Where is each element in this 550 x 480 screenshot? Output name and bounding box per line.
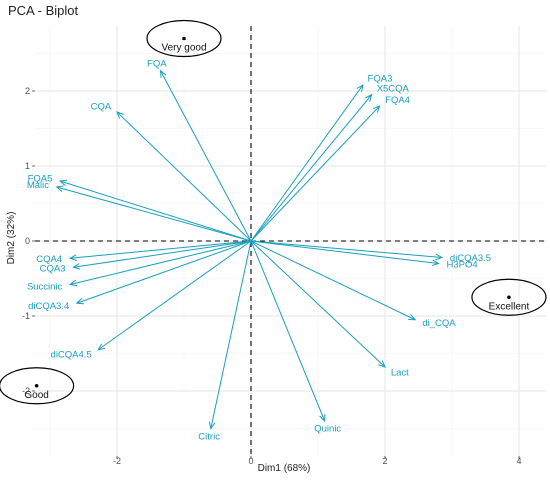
variable-label: FQA [147,59,167,70]
variable-arrow [210,240,252,429]
arrow-head [435,253,444,261]
variable-arrow [250,240,439,264]
arrow-head [116,111,124,119]
individual-ellipse [146,19,222,58]
variable-arrow [56,186,252,242]
individual-point [507,295,511,300]
variable-arrow [97,240,252,351]
individual-ellipse [0,367,75,405]
variable-arrow [69,240,252,285]
arrow-head [378,360,386,368]
arrow-head [159,69,167,78]
individual-label: Very good [161,43,206,54]
variable-label: Malic [27,180,49,191]
y-tick-label: -2 [22,386,30,396]
variable-label: CQA3 [40,263,66,274]
variable-label: diCQA3.5 [450,253,491,264]
variable-label: H3PO4 [447,259,478,270]
variable-arrow [250,105,381,242]
arrow-head [58,179,68,187]
variable-label: Succinic [27,281,63,292]
variable-label: di_CQA [422,318,456,329]
variable-arrow [73,240,252,268]
x-tick-label: 0 [248,456,253,466]
chart-title: PCA - Biplot [8,3,78,18]
variable-label: Quinic [314,423,341,434]
variable-arrow [250,94,372,242]
variable-label: FQA4 [385,95,410,106]
arrow-head [372,105,381,113]
arrow-head [356,84,364,92]
variable-label: Citric [198,431,220,442]
variable-label: X5CQA [377,84,410,95]
variable-arrow [250,240,416,321]
variable-arrow [160,70,252,242]
arrow-head [408,314,417,321]
y-tick-label: 1 [25,161,30,171]
zero-lines [35,26,546,456]
variable-arrow [250,84,364,242]
x-axis-label: Dim1 (68%) [258,463,311,474]
variable-label: diCQA3.4 [28,301,69,312]
axis-ticks: -2 0 2 4 -2 -1 0 1 2 [22,86,522,466]
arrow-head [55,185,64,192]
variable-arrow [116,111,252,242]
variable-arrow [70,240,252,259]
arrow-head [68,254,77,261]
arrow-head [75,298,84,305]
individual-point [182,36,186,41]
variable-label: Lact [391,367,409,378]
variable-arrow [250,240,326,422]
individual-points: Very good Excellent Good [0,19,547,405]
variable-label: diCQA4.5 [51,349,92,360]
variable-label: FQA3 [368,73,393,84]
x-tick-label: -2 [113,456,121,466]
arrow-head [208,421,216,430]
arrow-head [68,279,78,287]
individual-point [34,383,39,388]
y-tick-label: 2 [25,86,30,96]
arrow-head [72,263,81,270]
variable-arrow [250,240,386,368]
variable-arrow [250,240,442,258]
individual-ellipse [471,278,547,316]
arrow-head [431,259,440,267]
x-tick-label: 2 [382,456,387,466]
variable-label: FQA5 [28,174,53,185]
arrow-head [365,93,373,102]
variable-label: CQA [91,101,112,112]
individual-label: Excellent [489,301,530,312]
y-tick-label: 0 [25,236,30,246]
arrow-head [319,413,326,423]
x-tick-label: 4 [516,456,521,466]
variable-arrow [76,240,252,304]
y-tick-label: -1 [22,311,30,321]
arrow-head [97,343,106,351]
variable-label: CQA4 [36,254,62,265]
y-axis-label: Dim2 (32%) [6,212,17,265]
individual-label: Good [24,390,48,401]
variable-arrow [59,180,252,242]
